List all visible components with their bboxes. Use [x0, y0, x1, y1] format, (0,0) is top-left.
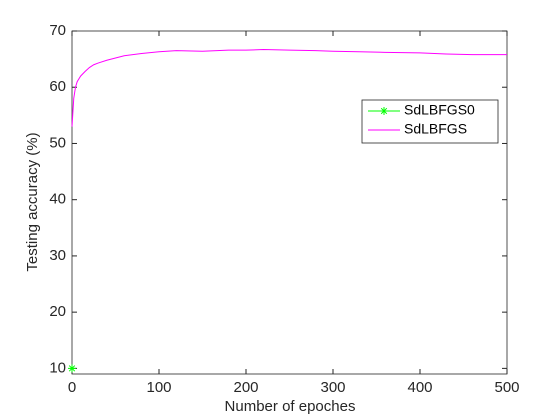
data-line	[71, 49, 507, 127]
y-tick-label: 30	[49, 247, 66, 264]
y-tick-label: 10	[49, 359, 66, 376]
x-tick-label: 100	[146, 379, 171, 396]
legend-label: SdLBFGS0	[404, 102, 475, 118]
y-axis-label: Testing accuracy (%)	[24, 132, 41, 271]
x-tick-label: 500	[494, 379, 519, 396]
legend-marker	[380, 107, 388, 115]
x-tick-label: 0	[68, 379, 76, 396]
y-tick-label: 40	[49, 191, 66, 208]
x-tick-label: 300	[320, 379, 345, 396]
y-tick-label: 50	[49, 134, 66, 151]
y-tick-label: 70	[49, 22, 66, 39]
legend-box	[361, 99, 499, 144]
x-tick-label: 200	[233, 379, 258, 396]
data-point	[68, 364, 76, 373]
legend-label: SdLBFGS	[404, 121, 467, 137]
x-axis-label: Number of epoches	[225, 398, 356, 415]
x-tick-label: 400	[407, 379, 432, 396]
y-tick-label: 60	[49, 78, 66, 95]
y-tick-label: 20	[49, 303, 66, 320]
plot-area	[71, 30, 508, 375]
